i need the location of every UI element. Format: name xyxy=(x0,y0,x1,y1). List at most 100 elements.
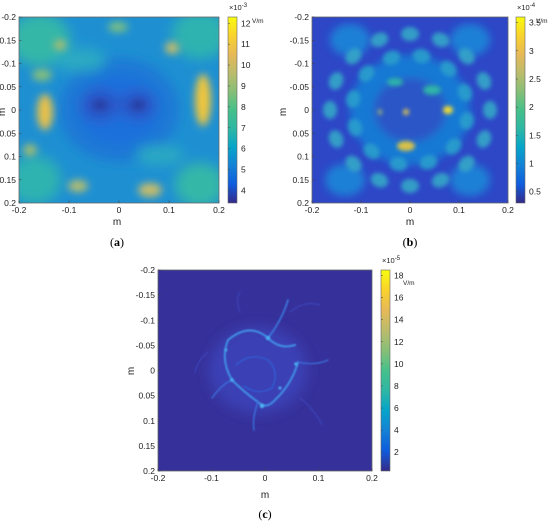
colorbar-tick-label: 6 xyxy=(394,403,399,413)
xtick-label: 0 xyxy=(117,205,122,215)
panel-b: -0.2 -0.1 0 0.1 0.2-0.2-0.15-0.1-0.0500.050.… xyxy=(278,3,548,249)
xtick-label: 0.1 xyxy=(453,205,465,215)
ytick-label: 0.1 xyxy=(297,152,309,162)
colorbar-tick-label: 2.5 xyxy=(529,74,541,84)
ytick-label: 0 xyxy=(11,105,16,115)
xtick-label: -0.2 xyxy=(305,205,320,215)
field-lobe xyxy=(370,32,389,48)
field-lobe xyxy=(328,130,344,148)
colorbar-tick-label: 9 xyxy=(241,81,246,91)
colorbar-tick-label: 14 xyxy=(394,315,404,325)
field-lobe xyxy=(363,143,380,160)
xtick-label: -0.1 xyxy=(204,473,219,483)
xtick-label: -0.1 xyxy=(354,205,369,215)
colorbar-b-multiplier: ×10-4 xyxy=(517,3,536,12)
heatmap-b xyxy=(312,17,508,203)
field-lobe xyxy=(440,60,457,77)
ytick-label: -0.15 xyxy=(290,35,310,45)
field-lobe xyxy=(389,156,408,172)
panel-label-a: (a) xyxy=(110,235,124,249)
colorbar-tick-label: 18 xyxy=(394,271,404,281)
field-lobe xyxy=(328,72,344,90)
ytick-label: -0.1 xyxy=(140,315,155,325)
colorbar-tick-label: 3 xyxy=(529,46,534,56)
xtick-label: 0.1 xyxy=(163,205,175,215)
colorbar-a-multiplier: ×10-3 xyxy=(229,3,248,12)
ytick-label: 0.15 xyxy=(292,175,309,185)
xtick-label: 0 xyxy=(263,473,268,483)
colorbar-tick-label: 16 xyxy=(394,293,404,303)
colorbar-tick-label: 12 xyxy=(241,18,251,28)
field-lobe xyxy=(401,179,419,193)
ytick-label: -0.15 xyxy=(0,35,16,45)
field-lobe xyxy=(412,48,431,64)
ticks-c: -0.2 -0.1 0 0.1 0.2-0.2-0.15-0.1-0.0500.050.… xyxy=(136,265,379,483)
field-lobe xyxy=(370,172,389,188)
colorbar-tick-label: 2 xyxy=(394,447,399,457)
field-lobe xyxy=(346,90,361,108)
xlabel-c: m xyxy=(261,490,269,501)
colorbar-c xyxy=(380,269,391,472)
colorbar-b-unit: V/m xyxy=(536,18,548,25)
colorbar-tick-label: 7 xyxy=(241,123,246,133)
field-lobe xyxy=(483,101,497,119)
xtick-label: 0.1 xyxy=(313,473,325,483)
colorbar-ticks-a: 12 11 10 9 8 7 6 5 4 xyxy=(228,18,251,195)
colorbar-tick-label: 1 xyxy=(529,159,534,169)
field-lobe xyxy=(476,130,492,148)
ytick-label: 0 xyxy=(150,366,155,376)
field-lobe xyxy=(358,65,375,82)
colorbar-ticks-b: 3.5 3 2.5 2 1.5 1 0.5 xyxy=(516,18,541,197)
ticks-a: -0.2-0.100.10.2-0.2-0.15-0.1-0.0500.050.… xyxy=(0,12,225,215)
colorbar-tick-label: 4 xyxy=(241,185,246,195)
ytick-label: 0.05 xyxy=(292,128,309,138)
heatmap-c xyxy=(158,270,372,471)
field-lobe xyxy=(347,118,363,137)
xtick-label: 0.2 xyxy=(502,205,514,215)
ytick-label: 0.2 xyxy=(297,198,309,208)
xtick-label: 0.2 xyxy=(213,205,225,215)
field-lobe xyxy=(345,155,362,172)
ytick-label: -0.1 xyxy=(294,59,309,69)
ytick-label: 0.05 xyxy=(138,391,155,401)
ytick-label: -0.2 xyxy=(1,12,16,22)
colorbar-tick-label: 10 xyxy=(241,60,251,70)
ytick-label: 0.2 xyxy=(143,466,155,476)
field-lobe xyxy=(323,101,337,119)
ytick-label: 0.2 xyxy=(4,198,16,208)
ytick-label: -0.05 xyxy=(0,82,16,92)
colorbar-tick-label: 0.5 xyxy=(529,187,541,197)
ytick-label: -0.05 xyxy=(290,82,310,92)
colorbar-ticks-c: 18 16 14 12 10 8 6 4 2 xyxy=(381,271,404,457)
ticks-b: -0.2 -0.1 0 0.1 0.2-0.2-0.15-0.1-0.0500.050.… xyxy=(290,12,515,215)
colorbar-b xyxy=(515,16,526,204)
xlabel-b: m xyxy=(406,217,414,228)
colorbar-tick-label: 12 xyxy=(394,337,404,347)
ylabel-a: m xyxy=(0,108,8,116)
colorbar-c-multiplier: ×10-5 xyxy=(382,256,401,265)
xtick-label: 0.2 xyxy=(366,473,378,483)
xtick-label: -0.2 xyxy=(12,205,27,215)
xtick-label: 0 xyxy=(408,205,413,215)
ylabel-c: m xyxy=(126,367,137,375)
field-lobe xyxy=(459,112,474,130)
colorbar-a xyxy=(227,16,238,204)
heatmap-a xyxy=(19,17,219,203)
ytick-label: 0.15 xyxy=(0,175,16,185)
field-lobe xyxy=(476,72,492,90)
field-lobe xyxy=(382,50,401,65)
colorbar-tick-label: 1.5 xyxy=(529,130,541,140)
colorbar-tick-label: 6 xyxy=(241,144,246,154)
colorbar-tick-label: 5 xyxy=(241,165,246,175)
ytick-label: 0.1 xyxy=(143,416,155,426)
field-lobe xyxy=(457,83,473,102)
ytick-label: -0.2 xyxy=(140,265,155,275)
ytick-label: 0.15 xyxy=(138,441,155,451)
panel-c: -0.2 -0.1 0 0.1 0.2-0.2-0.15-0.1-0.0500.050.… xyxy=(126,256,415,521)
xlabel-a: m xyxy=(113,217,121,228)
ytick-label: 0.05 xyxy=(0,128,16,138)
ytick-label: -0.15 xyxy=(136,290,156,300)
panel-label-c: (c) xyxy=(258,507,271,521)
field-lobe xyxy=(431,32,450,48)
field-lobe xyxy=(401,27,419,41)
